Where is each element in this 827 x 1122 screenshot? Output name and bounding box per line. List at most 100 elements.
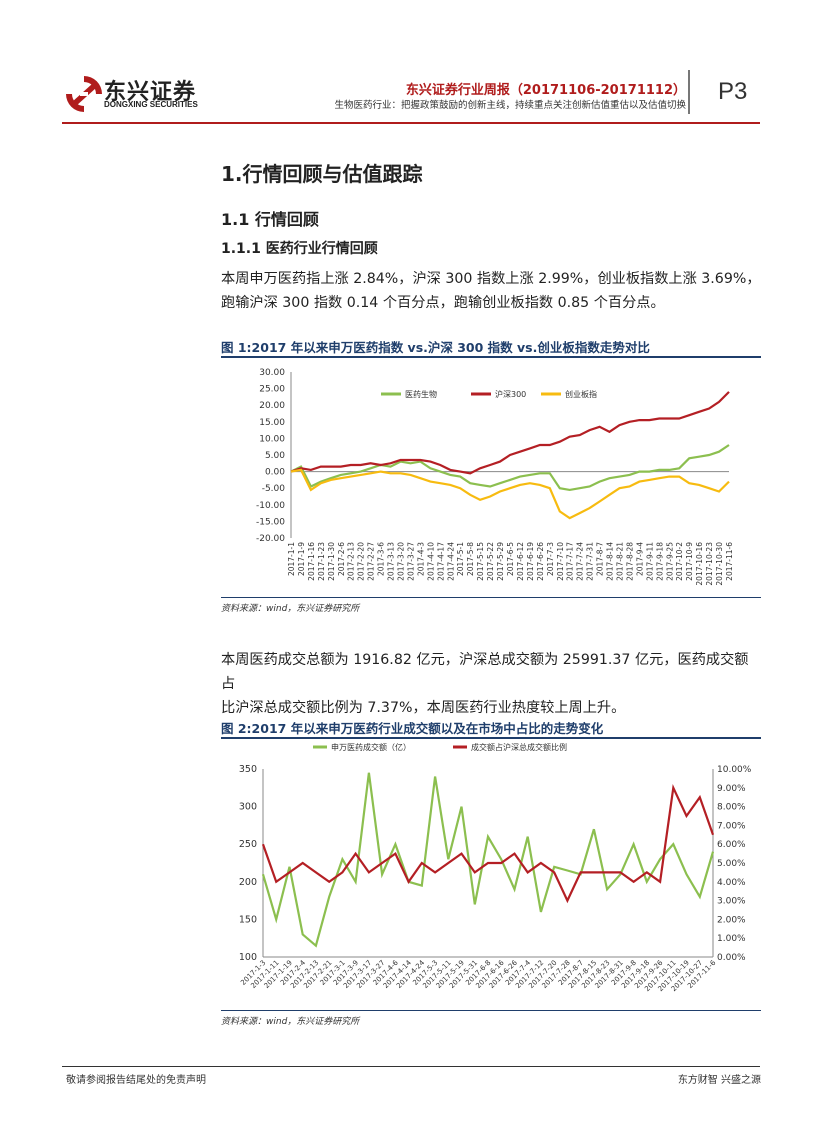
y-tick-label: -5.00 <box>262 484 286 494</box>
legend-label: 成交额占沪深总成交额比例 <box>471 742 567 752</box>
footer-slogan: 东方财智 兴盛之源 <box>677 1075 761 1086</box>
x-tick-label: 2017-4-24 <box>446 542 455 581</box>
y2-tick-label: 3.00% <box>717 897 746 907</box>
section-heading-1-1-1: 1.1.1 医药行业行情回顾 <box>221 241 378 257</box>
x-tick-label: 2017-1-23 <box>317 542 326 581</box>
legend-label: 医药生物 <box>405 389 437 399</box>
figure-1-bottom-rule <box>221 597 761 598</box>
x-tick-label: 2017-3-6 <box>377 542 386 576</box>
x-tick-label: 2017-9-25 <box>665 542 674 581</box>
x-tick-label: 2017-6-12 <box>516 542 525 581</box>
x-tick-label: 2017-10-9 <box>685 542 694 581</box>
x-tick-label: 2017-2-13 <box>347 542 356 581</box>
legend-label: 创业板指 <box>565 389 597 399</box>
x-tick-label: 2017-6-19 <box>526 542 535 581</box>
x-tick-label: 2017-1-9 <box>297 542 306 576</box>
y-tick-label: -15.00 <box>256 517 285 527</box>
report-title: 东兴证券行业周报（20171106-20171112） <box>405 83 686 98</box>
x-tick-label: 2017-3-27 <box>406 542 415 581</box>
x-tick-label: 2017-3-20 <box>397 542 406 581</box>
x-tick-label: 2017-10-16 <box>695 542 704 586</box>
footer-disclaimer: 敬请参阅报告结尾处的免责声明 <box>66 1075 206 1086</box>
x-tick-label: 2017-2-27 <box>367 542 376 581</box>
logo-mark-icon <box>66 76 102 112</box>
x-tick-label: 2017-5-29 <box>496 542 505 581</box>
x-tick-label: 2017-3-13 <box>387 542 396 581</box>
figure-2-bottom-rule <box>221 1010 761 1011</box>
x-tick-label: 2017-10-23 <box>705 542 714 586</box>
series-line-2 <box>290 391 730 475</box>
y-tick-label: 10.00 <box>259 434 285 444</box>
figure-2-chart: 350 300 250 200 150 100 10.00% 9.00% 8.00% 7.00% 6… <box>239 742 752 993</box>
y2-tick-label: 5.00% <box>717 859 746 869</box>
x-tick-label: 2017-5-15 <box>476 542 485 581</box>
x-tick-label: 2017-7-3 <box>546 542 555 576</box>
x-tick-label: 2017-8-7 <box>596 542 605 576</box>
paragraph-1-line-2: 跑输沪深 300 指数 0.14 个百分点，跑输创业板指数 0.85 个百分点。 <box>221 295 665 311</box>
paragraph-2: 本周医药成交总额为 1916.82 亿元，沪深总成交额为 25991.37 亿元… <box>221 648 761 720</box>
y2-tick-label: 6.00% <box>717 840 746 850</box>
y-tick-label: 250 <box>239 839 257 850</box>
x-tick-label: 2017-4-17 <box>436 542 445 581</box>
series-line-3 <box>290 468 730 520</box>
figure-1-chart: 30.00 25.00 20.00 15.00 10.00 5.00 0.00 -5.00 -1… <box>256 368 734 586</box>
x-tick-label: 2017-8-14 <box>606 542 615 581</box>
y-tick-label: 0.00 <box>265 468 285 478</box>
x-tick-label: 2017-4-10 <box>426 542 435 581</box>
y-tick-label: 350 <box>239 764 257 775</box>
x-tick-label: 2017-5-22 <box>486 542 495 581</box>
x-tick-label: 2017-10-30 <box>715 542 724 586</box>
x-tick-label: 2017-7-10 <box>556 542 565 581</box>
paragraph-2-line-1: 本周医药成交总额为 1916.82 亿元，沪深总成交额为 25991.37 亿元… <box>221 652 749 692</box>
y-tick-label: 200 <box>239 877 257 888</box>
series-line-1 <box>290 444 730 492</box>
y-tick-label: 100 <box>239 952 257 963</box>
x-tick-label: 2017-8-28 <box>625 542 634 581</box>
paragraph-1-line-1: 本周申万医药指上涨 2.84%，沪深 300 指数上涨 2.99%，创业板指数上… <box>221 271 761 287</box>
figure-2-title: 图 2:2017 年以来申万医药行业成交额以及在市场中占比的走势变化 <box>221 721 604 736</box>
x-tick-label: 2017-11-6 <box>725 542 734 581</box>
section-heading-1: 1.行情回顾与估值跟踪 <box>221 162 423 186</box>
x-tick-label: 2017-2-6 <box>337 542 346 576</box>
x-tick-label: 2017-9-18 <box>655 542 664 581</box>
x-tick-label: 2017-8-21 <box>616 542 625 581</box>
x-tick-label: 2017-6-5 <box>506 542 515 576</box>
y-tick-label: 30.00 <box>259 368 285 378</box>
figure-2-top-rule <box>221 737 761 739</box>
figure-1-title: 图 1:2017 年以来申万医药指数 vs.沪深 300 指数 vs.创业板指数… <box>221 340 650 355</box>
paragraph-1: 本周申万医药指上涨 2.84%，沪深 300 指数上涨 2.99%，创业板指数上… <box>221 267 761 315</box>
x-tick-label: 2017-1-1 <box>287 542 296 576</box>
y-tick-label: -20.00 <box>256 534 285 544</box>
series-line-1 <box>261 772 715 948</box>
x-tick-label: 2017-2-20 <box>357 542 366 581</box>
x-tick-label: 2017-9-4 <box>635 542 644 576</box>
x-tick-label: 2017-1-30 <box>327 542 336 581</box>
y-tick-label: -10.00 <box>256 501 285 511</box>
y-tick-label: 150 <box>239 914 257 925</box>
y2-tick-label: 1.00% <box>717 934 746 944</box>
footer-rule <box>62 1066 760 1067</box>
page-number: P3 <box>718 78 748 105</box>
x-tick-label: 2017-4-3 <box>416 542 425 576</box>
y-tick-label: 25.00 <box>259 385 285 395</box>
company-name-cn: 东兴证券 <box>104 80 197 105</box>
x-tick-label: 2017-7-31 <box>586 542 595 581</box>
y-tick-label: 300 <box>239 802 257 813</box>
company-logo <box>62 72 197 116</box>
y2-tick-label: 10.00% <box>717 765 752 775</box>
y2-tick-label: 7.00% <box>717 821 746 831</box>
x-tick-label: 2017-5-8 <box>466 542 475 576</box>
y2-tick-label: 2.00% <box>717 915 746 925</box>
y2-tick-label: 4.00% <box>717 878 746 888</box>
figure-2-source: 资料来源：wind，东兴证券研究所 <box>221 1017 360 1027</box>
figure-1-top-rule <box>221 356 761 358</box>
x-tick-label: 2017-1-16 <box>307 542 316 581</box>
x-tick-label: 2017-7-17 <box>566 542 575 581</box>
x-tick-label: 2017-5-1 <box>456 542 465 576</box>
x-tick-label: 2017-9-11 <box>645 542 654 581</box>
y-tick-label: 5.00 <box>265 451 285 461</box>
figure-1-source: 资料来源：wind，东兴证券研究所 <box>221 604 360 614</box>
x-tick-label: 2017-6-26 <box>536 542 545 581</box>
company-name-en: DONGXING SECURITIES <box>104 100 198 109</box>
section-heading-1-1: 1.1 行情回顾 <box>221 210 319 229</box>
